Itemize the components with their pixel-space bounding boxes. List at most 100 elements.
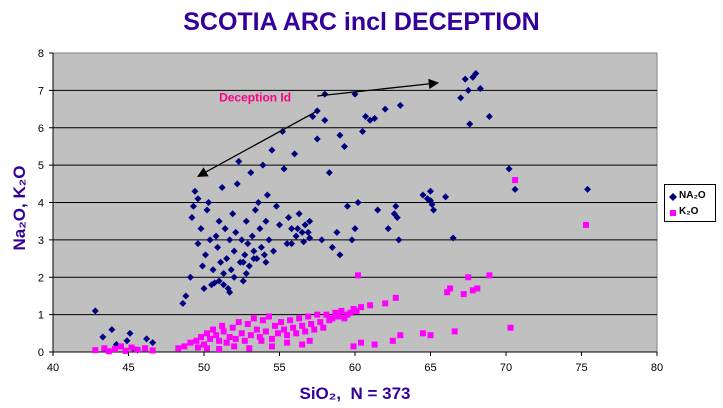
k2o-point — [128, 344, 135, 351]
na2o-point — [336, 251, 344, 259]
na2o-point — [108, 326, 116, 334]
k2o-point — [397, 332, 404, 339]
k2o-point — [486, 272, 493, 279]
k2o-point — [293, 330, 300, 337]
na2o-point — [242, 270, 250, 278]
na2o-point — [212, 232, 220, 240]
na2o-point — [194, 240, 202, 248]
na2o-point — [149, 339, 157, 347]
na2o-point — [91, 307, 99, 315]
k2o-point — [296, 315, 303, 322]
k2o-point — [344, 311, 351, 318]
na2o-point — [256, 225, 264, 233]
k2o-point — [220, 328, 227, 335]
na2o-point — [241, 251, 249, 259]
na2o-point — [233, 180, 241, 188]
k2o-point — [262, 328, 269, 335]
k2o-point — [444, 289, 451, 296]
na2o-point — [461, 75, 469, 83]
na2o-point — [223, 255, 231, 263]
k2o-point — [306, 337, 313, 344]
na2o-point — [143, 335, 151, 343]
k2o-point — [219, 322, 226, 329]
na2o-point — [226, 236, 234, 244]
na2o-point — [230, 247, 238, 255]
k2o-point — [92, 347, 99, 354]
na2o-point — [476, 85, 484, 93]
na2o-point — [336, 131, 344, 139]
k2o-point — [117, 343, 124, 350]
k2o-point — [367, 302, 374, 309]
k2o-point — [258, 337, 265, 344]
k2o-point — [268, 335, 275, 342]
k2o-point — [101, 345, 108, 352]
na2o-point — [265, 236, 273, 244]
na2o-point — [457, 94, 465, 102]
na2o-point — [285, 213, 293, 221]
na2o-point — [221, 225, 229, 233]
k2o-point — [281, 326, 288, 333]
x-tick-label: 70 — [500, 362, 512, 374]
na2o-point — [396, 101, 404, 109]
na2o-point — [485, 113, 493, 121]
na2o-point — [392, 202, 400, 210]
data-points — [91, 70, 592, 355]
x-tick-label: 50 — [198, 362, 210, 374]
k2o-point — [583, 221, 590, 228]
na2o-point — [214, 243, 222, 251]
k2o-point — [474, 285, 481, 292]
na2o-point — [430, 206, 438, 214]
na2o-point — [333, 228, 341, 236]
na2o-point — [189, 202, 197, 210]
k2o-point — [271, 322, 278, 329]
k2o-point — [317, 319, 324, 326]
k2o-point — [231, 343, 238, 350]
na2o-point — [472, 70, 480, 78]
k2o-point — [389, 337, 396, 344]
k2o-point — [197, 334, 204, 341]
na2o-point — [288, 240, 296, 248]
k2o-point — [268, 343, 275, 350]
k2o-point — [392, 294, 399, 301]
x-tick-label: 45 — [122, 362, 134, 374]
x-tick-label: 65 — [424, 362, 436, 374]
na2o-point — [205, 199, 213, 206]
annotation-arrow — [197, 110, 318, 177]
k2o-point — [299, 341, 306, 348]
k2o-point — [350, 306, 357, 313]
k2o-point — [355, 272, 362, 279]
na2o-point — [268, 146, 276, 154]
annotation-arrow — [317, 78, 440, 97]
na2o-point — [262, 217, 270, 225]
na2o-point — [351, 225, 359, 233]
na2o-point — [318, 236, 326, 244]
k2o-point — [278, 319, 285, 326]
na2o-point — [226, 288, 234, 296]
k2o-point — [460, 291, 467, 298]
k2o-point — [371, 341, 378, 348]
na2o-point — [359, 127, 367, 135]
x-tick-label: 80 — [651, 362, 663, 374]
na2o-point — [211, 279, 219, 287]
y-tick-label: 5 — [38, 160, 44, 172]
na2o-point — [292, 232, 300, 240]
k2o-point — [250, 315, 257, 322]
na2o-point — [259, 161, 267, 169]
k2o-point — [232, 335, 239, 342]
k2o-point — [216, 346, 223, 353]
na2o-point — [245, 262, 253, 270]
na2o-point — [244, 240, 252, 248]
k2o-point — [259, 317, 266, 324]
k2o-point — [507, 324, 514, 331]
x-axis-title: SiO₂, N = 373 — [299, 384, 411, 403]
na2o-point — [230, 273, 238, 281]
na2o-point — [217, 258, 225, 266]
na2o-point — [272, 202, 280, 210]
k2o-point — [326, 317, 333, 324]
k2o-point — [332, 309, 339, 316]
na2o-point — [194, 195, 202, 203]
na2o-point — [283, 240, 291, 248]
na2o-point — [381, 105, 389, 113]
y-tick-label: 8 — [38, 48, 44, 60]
na2o-point — [427, 187, 434, 195]
